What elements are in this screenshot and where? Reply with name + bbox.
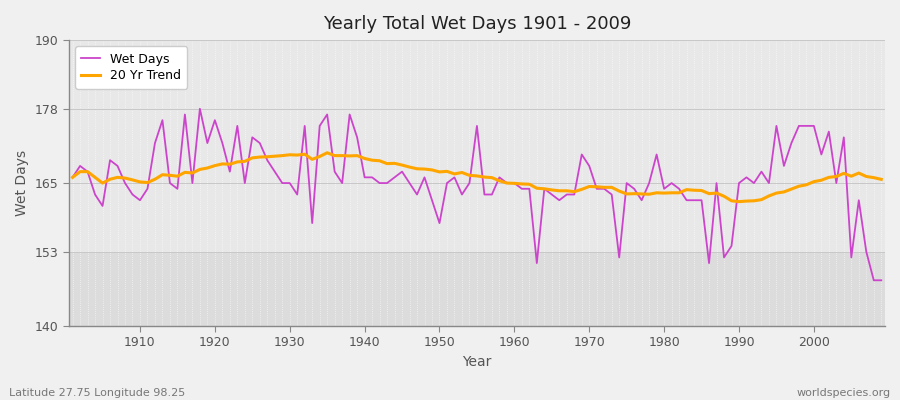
- 20 Yr Trend: [344, 154, 355, 158]
- Text: worldspecies.org: worldspecies.org: [796, 388, 891, 398]
- 20 Yr Trend: [517, 182, 527, 186]
- 20 Yr Trend: [607, 185, 617, 190]
- Wet Days: [344, 112, 355, 117]
- Bar: [68, 252, 885, 326]
- 20 Yr Trend: [68, 175, 78, 180]
- Line: 20 Yr Trend: 20 Yr Trend: [73, 153, 881, 202]
- 20 Yr Trend: [876, 177, 886, 182]
- X-axis label: Year: Year: [463, 355, 491, 369]
- Wet Days: [194, 106, 205, 111]
- Wet Days: [300, 124, 310, 128]
- 20 Yr Trend: [509, 181, 520, 186]
- Legend: Wet Days, 20 Yr Trend: Wet Days, 20 Yr Trend: [75, 46, 187, 89]
- Wet Days: [607, 192, 617, 197]
- Wet Days: [509, 181, 520, 186]
- 20 Yr Trend: [292, 153, 302, 158]
- Y-axis label: Wet Days: Wet Days: [15, 150, 29, 216]
- Wet Days: [517, 186, 527, 191]
- Wet Days: [876, 278, 886, 283]
- Title: Yearly Total Wet Days 1901 - 2009: Yearly Total Wet Days 1901 - 2009: [323, 15, 631, 33]
- Text: Latitude 27.75 Longitude 98.25: Latitude 27.75 Longitude 98.25: [9, 388, 185, 398]
- Wet Days: [868, 278, 879, 283]
- 20 Yr Trend: [322, 150, 333, 155]
- Wet Days: [127, 192, 138, 197]
- 20 Yr Trend: [734, 199, 744, 204]
- Wet Days: [68, 175, 78, 180]
- Line: Wet Days: Wet Days: [73, 109, 881, 280]
- 20 Yr Trend: [127, 178, 138, 182]
